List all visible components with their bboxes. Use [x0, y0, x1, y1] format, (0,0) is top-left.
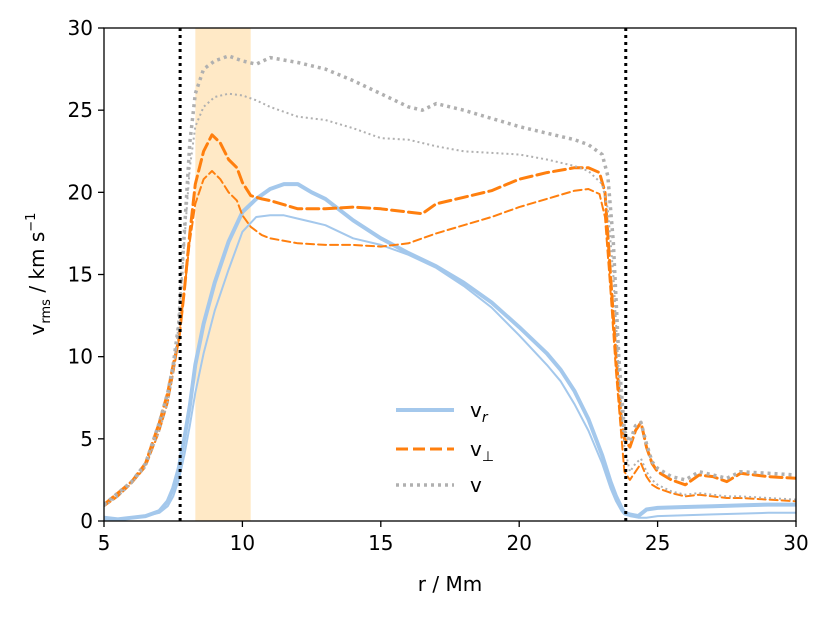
y-axis-label-main: v	[25, 323, 49, 335]
y-tick-label: 25	[68, 98, 93, 122]
y-tick-label: 15	[68, 263, 93, 287]
legend-label-v: v	[470, 473, 482, 497]
y-axis-label: vrms / km s−1	[24, 213, 54, 336]
legend-label-vr-sub: r	[482, 410, 489, 426]
x-tick-label: 10	[230, 531, 255, 555]
shaded-region	[195, 28, 251, 521]
x-tick-label: 15	[368, 531, 393, 555]
y-tick-label: 30	[68, 16, 93, 40]
y-tick-label: 10	[68, 345, 93, 369]
y-axis-label-sup: −1	[24, 213, 39, 232]
legend-label-vr-base: v	[470, 398, 482, 422]
y-axis-label-sub: rms	[39, 299, 54, 324]
y-tick-label: 5	[80, 427, 93, 451]
series-line-vperp-thin	[104, 170, 796, 508]
y-tick-label: 20	[68, 180, 93, 204]
y-tick-label: 0	[80, 509, 93, 533]
legend-label-vr: vr	[470, 398, 489, 426]
x-axis-label: r / Mm	[418, 572, 482, 596]
x-tick-label: 30	[783, 531, 808, 555]
x-tick-label: 5	[98, 531, 111, 555]
x-tick-label: 25	[645, 531, 670, 555]
series-line-v-thick	[104, 54, 796, 506]
series-line-v-thin	[104, 92, 796, 508]
y-axis-label-units: / km s	[25, 232, 49, 299]
legend-label-vperp-sub: ⊥	[482, 449, 494, 465]
legend-label-vperp-base: v	[470, 437, 482, 461]
legend: vr v⊥ v	[396, 398, 494, 497]
series-line-vr-thin	[104, 214, 796, 521]
legend-label-vperp: v⊥	[470, 437, 494, 465]
x-tick-label: 20	[506, 531, 531, 555]
